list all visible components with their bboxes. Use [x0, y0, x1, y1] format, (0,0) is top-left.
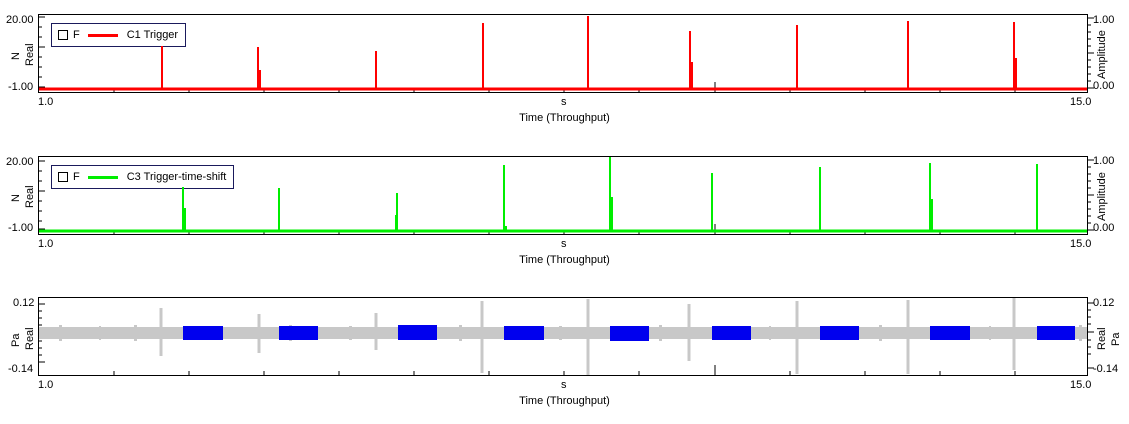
y2-top-label: 1.00: [1093, 155, 1115, 167]
y-quantity-label: Real: [24, 327, 36, 350]
legend-checkbox-label: F: [73, 29, 80, 41]
y2-quantity-label: Real: [1096, 327, 1108, 350]
y2-top-label: 1.00: [1093, 14, 1115, 26]
x-start-label: 1.0: [38, 379, 54, 391]
y-quantity-label: Real: [24, 185, 36, 208]
plot-area[interactable]: F C1 Trigger: [38, 14, 1088, 93]
plot-area[interactable]: F C3 Trigger-time-shift: [38, 156, 1088, 235]
y-bottom-label: -1.00: [8, 81, 34, 93]
y2-bottom-label: 0.00: [1093, 80, 1115, 92]
legend[interactable]: F C1 Trigger: [51, 23, 187, 47]
c3-trigger-time-shift-trace: [39, 157, 1087, 234]
legend-checkbox[interactable]: [58, 172, 68, 182]
plot-area[interactable]: [38, 297, 1088, 376]
x-end-label: 15.0: [1070, 379, 1092, 391]
x-unit-label: s: [561, 96, 567, 108]
pressure-signal-trace: [39, 298, 1087, 375]
chart-panel-c3-trigger-time-shift: 20.00 -1.00 N Real F C3 Trigger-time-shi…: [0, 142, 1129, 282]
x-start-label: 1.0: [38, 96, 54, 108]
legend-checkbox[interactable]: [58, 30, 68, 40]
y-unit-label: N: [10, 194, 22, 202]
chart-panel-pressure-signal: 0.12 -0.14 Pa Real: [0, 284, 1129, 424]
y-unit-label: Pa: [10, 333, 22, 347]
right-axis-ticks: [1088, 159, 1094, 231]
y-top-label: 20.00: [6, 156, 34, 168]
legend-series-label: C3 Trigger-time-shift: [126, 171, 227, 183]
y-top-label: 0.12: [13, 297, 35, 309]
y2-unit-label: Pa: [1110, 332, 1122, 346]
right-axis-ticks: [1088, 302, 1094, 369]
x-end-label: 15.0: [1070, 238, 1092, 250]
y-top-label: 20.00: [6, 14, 34, 26]
legend-series-label: C1 Trigger: [126, 29, 179, 41]
y-bottom-label: -1.00: [8, 222, 34, 234]
right-axis-ticks: [1088, 17, 1094, 89]
x-start-label: 1.0: [38, 238, 54, 250]
x-axis-title: Time (Throughput): [519, 112, 610, 124]
legend-line-swatch: [87, 175, 118, 179]
legend-line-swatch: [87, 33, 118, 37]
y2-title: Amplitude: [1096, 172, 1108, 221]
y2-bottom-label: 0.00: [1093, 222, 1115, 234]
legend[interactable]: F C3 Trigger-time-shift: [51, 165, 235, 189]
chart-panel-c1-trigger: 20.00 -1.00 N Real F C1 Trigger: [0, 0, 1129, 140]
y2-title: Amplitude: [1096, 30, 1108, 79]
x-unit-label: s: [561, 379, 567, 391]
c1-trigger-trace: [39, 16, 1087, 92]
x-axis-title: Time (Throughput): [519, 395, 610, 407]
y2-bottom-label: -0.14: [1093, 363, 1119, 375]
x-axis-title: Time (Throughput): [519, 254, 610, 266]
y-quantity-label: Real: [24, 43, 36, 66]
legend-checkbox-label: F: [73, 171, 80, 183]
x-unit-label: s: [561, 238, 567, 250]
x-end-label: 15.0: [1070, 96, 1092, 108]
y2-top-label: 0.12: [1093, 297, 1115, 309]
y-bottom-label: -0.14: [8, 363, 34, 375]
y-unit-label: N: [10, 52, 22, 60]
